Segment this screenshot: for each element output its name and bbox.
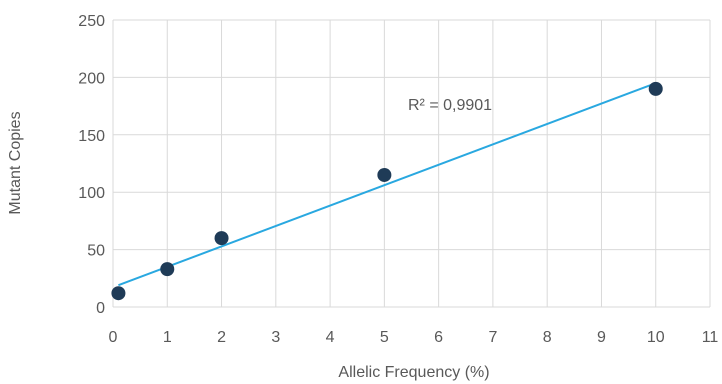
- data-point: [111, 286, 126, 301]
- y-axis-title: Mutant Copies: [7, 111, 24, 214]
- x-axis-title: Allelic Frequency (%): [338, 364, 489, 381]
- data-point: [160, 262, 175, 277]
- data-point: [377, 167, 392, 182]
- data-points: [111, 81, 663, 301]
- x-tick-label: 9: [597, 329, 606, 346]
- data-point: [648, 81, 663, 96]
- x-tick-label: 3: [271, 329, 280, 346]
- x-tick-label: 11: [702, 329, 719, 346]
- y-tick-label: 200: [78, 70, 105, 87]
- r-squared-label: R² = 0,9901: [408, 97, 492, 114]
- x-tick-label: 4: [326, 329, 335, 346]
- x-tick-label: 5: [380, 329, 389, 346]
- x-tick-label: 2: [217, 329, 226, 346]
- data-point: [214, 231, 229, 246]
- x-tick-label: 7: [488, 329, 497, 346]
- y-tick-label: 0: [96, 300, 105, 317]
- x-axis-ticks: 0 1 2 3 4 5 6 7 8 9 10 11: [109, 329, 719, 346]
- x-tick-label: 8: [543, 329, 552, 346]
- x-tick-label: 10: [647, 329, 665, 346]
- x-tick-label: 6: [434, 329, 443, 346]
- x-tick-label: 0: [109, 329, 118, 346]
- trendline: [118, 82, 657, 287]
- y-tick-label: 250: [78, 13, 105, 30]
- y-tick-label: 150: [78, 128, 105, 145]
- y-tick-label: 50: [87, 243, 105, 260]
- grid: [112, 19, 711, 308]
- y-axis-ticks: 0 50 100 150 200 250: [78, 13, 105, 317]
- y-tick-label: 100: [78, 185, 105, 202]
- x-tick-label: 1: [163, 329, 172, 346]
